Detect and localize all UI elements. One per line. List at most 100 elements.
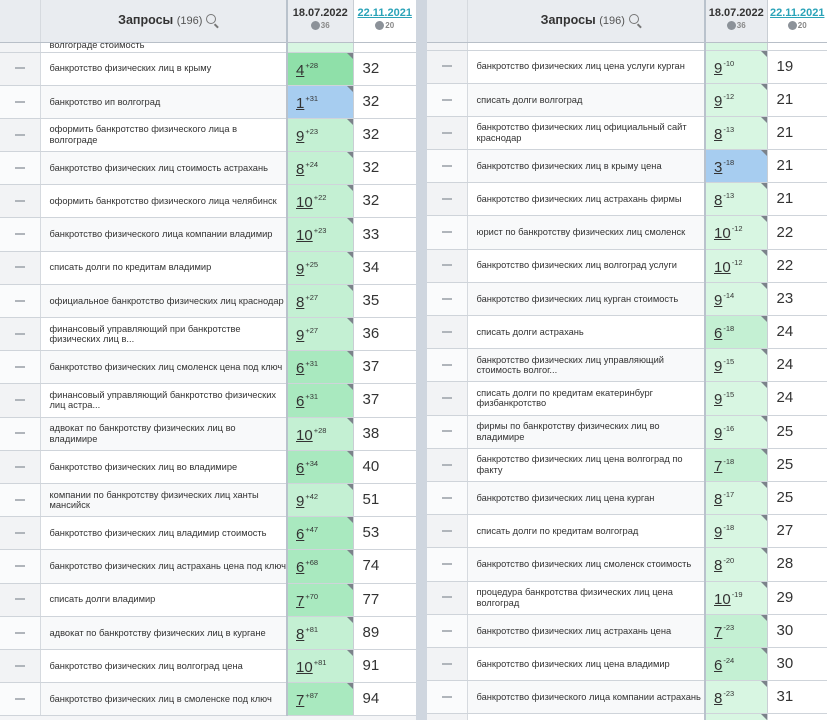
dash-icon[interactable] — [14, 598, 25, 601]
row-menu-cell[interactable] — [427, 249, 468, 283]
dash-icon[interactable] — [441, 231, 452, 234]
position-cell[interactable]: 6+34 — [287, 450, 354, 484]
dash-icon[interactable] — [441, 330, 452, 333]
position-cell[interactable]: 10+28 — [287, 417, 354, 451]
date-previous-link[interactable]: 22.11.2021 — [357, 7, 412, 19]
position-cell[interactable]: 6-24 — [705, 647, 768, 682]
dash-icon[interactable] — [14, 200, 25, 203]
dash-icon[interactable] — [14, 432, 25, 435]
position-cell[interactable]: 9-18 — [705, 514, 768, 549]
table-row[interactable]: банкротство физических лиц цена волгогра… — [427, 448, 827, 482]
position-cell[interactable]: 10+23 — [287, 217, 354, 252]
dash-icon[interactable] — [14, 266, 25, 269]
row-menu-cell[interactable] — [427, 614, 468, 648]
position-cell[interactable]: 8-13 — [705, 116, 768, 151]
position-cell[interactable]: 4+28 — [287, 52, 354, 86]
position-value[interactable]: 9 — [296, 327, 305, 344]
position-value[interactable]: 9 — [714, 291, 723, 309]
dash-icon[interactable] — [441, 529, 452, 532]
position-value[interactable]: 8 — [714, 125, 723, 143]
row-menu-cell[interactable] — [0, 483, 41, 518]
position-value[interactable]: 8 — [714, 557, 723, 575]
dash-icon[interactable] — [441, 563, 452, 566]
position-cell[interactable]: 9-15 — [705, 348, 768, 383]
table-row[interactable]: процедура банкротства физических лиц цен… — [427, 581, 827, 615]
table-row[interactable]: адвокат по банкротству физических лиц во… — [0, 417, 416, 451]
position-cell[interactable]: 8-20 — [705, 547, 768, 582]
position-cell[interactable]: 9-16 — [705, 415, 768, 449]
position-cell[interactable]: 7-23 — [705, 614, 768, 648]
row-menu-cell[interactable] — [0, 52, 41, 86]
table-row[interactable]: фирмы по банкротству физических лиц во в… — [427, 415, 827, 449]
dash-icon[interactable] — [441, 364, 452, 367]
table-row[interactable]: юрист по банкротству физических лиц смол… — [427, 215, 827, 250]
dash-icon[interactable] — [441, 65, 452, 68]
table-row[interactable]: банкротство физических лиц цена услуги к… — [427, 50, 827, 84]
position-value[interactable]: 10 — [296, 194, 313, 212]
position-value[interactable]: 9 — [714, 524, 723, 542]
position-value[interactable]: 7 — [296, 592, 305, 610]
date-column-previous[interactable]: 22.11.2021 20 — [767, 0, 827, 43]
row-menu-cell[interactable] — [427, 116, 468, 151]
row-menu-cell[interactable] — [427, 315, 468, 350]
position-value[interactable]: 8 — [714, 192, 723, 210]
position-value[interactable]: 4 — [296, 61, 305, 79]
row-menu-cell[interactable] — [427, 448, 468, 482]
table-row[interactable]: адвокат по банкротству физических лиц в … — [0, 616, 416, 650]
position-value[interactable]: 9 — [714, 92, 723, 110]
position-cell[interactable]: 9-14 — [705, 282, 768, 317]
position-value[interactable]: 9 — [714, 424, 723, 442]
row-menu-cell[interactable] — [427, 581, 468, 615]
dash-icon[interactable] — [14, 133, 25, 136]
date-column-previous[interactable]: 22.11.2021 20 — [353, 0, 416, 43]
position-value[interactable]: 7 — [714, 623, 723, 641]
position-value[interactable]: 9 — [714, 358, 723, 376]
row-menu-cell[interactable] — [0, 649, 41, 684]
position-cell[interactable]: 10-12 — [705, 249, 768, 283]
table-row[interactable]: банкротство физических лиц официальный с… — [427, 116, 827, 151]
position-cell[interactable]: 8-23 — [705, 680, 768, 715]
position-cell[interactable]: 10+81 — [287, 649, 354, 684]
dash-icon[interactable] — [14, 565, 25, 568]
row-menu-cell[interactable] — [427, 514, 468, 549]
position-value[interactable]: 8 — [296, 625, 305, 643]
table-row[interactable]: банкротство физических лиц курган стоимо… — [427, 282, 827, 317]
table-row[interactable]: банкротство ип волгоград 1+31 32 — [0, 85, 416, 119]
dash-icon[interactable] — [14, 299, 25, 302]
position-cell[interactable]: 9+27 — [287, 317, 354, 352]
dash-icon[interactable] — [441, 496, 452, 499]
row-menu-cell[interactable] — [0, 118, 41, 153]
position-value[interactable]: 10 — [714, 590, 731, 608]
position-value[interactable]: 10 — [714, 225, 731, 243]
row-menu-cell[interactable] — [0, 350, 41, 385]
table-row[interactable]: финансовый управляющий при банкротстве ф… — [0, 317, 416, 352]
position-cell[interactable]: 10+22 — [287, 184, 354, 219]
dash-icon[interactable] — [441, 297, 452, 300]
table-row[interactable]: банкротство физических лиц астрахань фир… — [427, 182, 827, 217]
table-row[interactable]: компании по банкротству физических лиц х… — [0, 483, 416, 518]
queries-column-header[interactable]: Запросы (196) — [40, 0, 288, 43]
position-value[interactable]: 10 — [714, 258, 731, 276]
position-value[interactable]: 6 — [714, 325, 723, 342]
row-menu-cell[interactable] — [427, 415, 468, 449]
table-row[interactable]: списать долги волгоград 9-12 21 — [427, 83, 827, 117]
table-row[interactable]: банкротство физических лиц цена курган 8-… — [427, 481, 827, 516]
row-menu-cell[interactable] — [427, 50, 468, 84]
position-cell[interactable]: 1+31 — [287, 85, 354, 119]
row-menu-cell[interactable] — [427, 647, 468, 682]
table-row[interactable]: официальное банкротство физических лиц к… — [0, 284, 416, 319]
table-row[interactable]: банкротство физического лица компании ас… — [427, 680, 827, 715]
dash-icon[interactable] — [14, 100, 25, 103]
dash-icon[interactable] — [441, 430, 452, 433]
row-menu-cell[interactable] — [0, 549, 41, 584]
dash-icon[interactable] — [441, 264, 452, 267]
position-cell[interactable]: 8+27 — [287, 284, 354, 319]
position-value[interactable]: 8 — [296, 293, 305, 311]
row-menu-cell[interactable] — [427, 348, 468, 383]
dash-icon[interactable] — [441, 198, 452, 201]
table-row[interactable]: банкротство физических лиц астрахань цен… — [427, 614, 827, 648]
position-cell[interactable]: 7-18 — [705, 448, 768, 482]
position-cell[interactable]: 10-19 — [705, 581, 768, 615]
dash-icon[interactable] — [14, 531, 25, 534]
dash-icon[interactable] — [441, 98, 452, 101]
